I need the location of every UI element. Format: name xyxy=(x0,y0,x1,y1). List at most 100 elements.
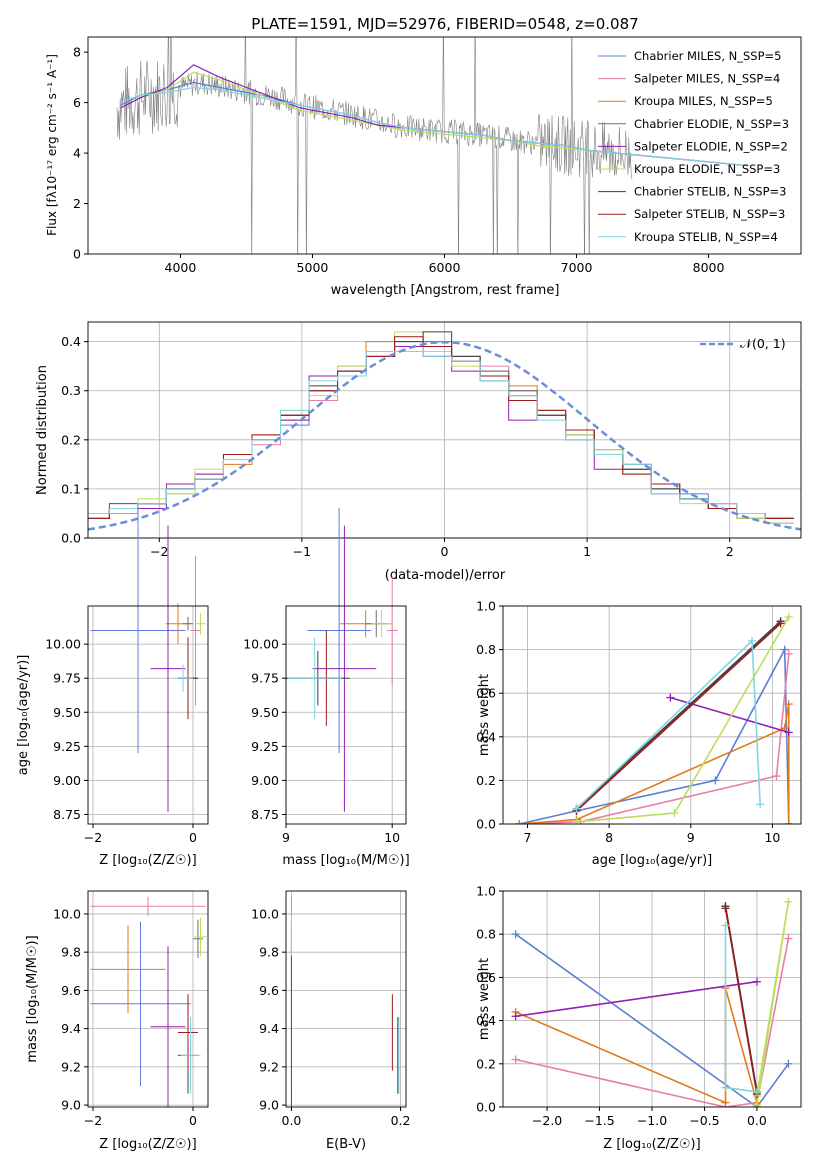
mass-weight-line xyxy=(576,616,790,823)
y-tick-label: 9.2 xyxy=(61,1059,81,1074)
x-tick-label: 5000 xyxy=(297,260,329,275)
mass-z-xlabel: Z [log₁₀(Z/Z☉)] xyxy=(99,1137,196,1152)
y-tick-label: 9.50 xyxy=(53,705,81,720)
legend-label: Kroupa ELODIE, N_SSP=3 xyxy=(634,162,780,176)
x-tick-label: −2 xyxy=(150,544,168,559)
mass-weight-line xyxy=(515,980,758,1018)
y-tick-label: 1.0 xyxy=(476,884,496,899)
mass-z-frame xyxy=(87,890,209,1108)
model-spectrum-line xyxy=(120,86,749,167)
age-mass-xlabel: mass [log₁₀(M/M☉)] xyxy=(282,853,409,868)
mw-z-ylabel: mass weight xyxy=(477,958,492,1040)
mass-weight-line xyxy=(575,620,782,810)
y-tick-label: 0.3 xyxy=(61,383,81,398)
mw-age-xlabel: age [log₁₀(age/yr)] xyxy=(592,853,713,868)
spectrum-lines xyxy=(116,37,749,254)
mass-weight-line xyxy=(575,622,782,812)
mass-weight-line xyxy=(519,653,790,824)
y-tick-label: 0.4 xyxy=(476,1013,496,1028)
x-tick-label: −2 xyxy=(84,1113,102,1128)
age-z-ylabel: age [log₁₀(age/yr)] xyxy=(16,655,31,776)
y-tick-label: 0.8 xyxy=(476,927,496,942)
hist-step-series xyxy=(88,341,794,524)
y-tick-label: 9.8 xyxy=(259,945,279,960)
mw-age-ylabel: mass weight xyxy=(477,674,492,756)
x-tick-label: 8000 xyxy=(693,260,725,275)
y-tick-label: 2 xyxy=(73,196,81,211)
x-tick-label: −1 xyxy=(293,544,311,559)
x-tick-label: 0 xyxy=(189,1113,197,1128)
observed-spectrum xyxy=(116,37,633,254)
x-tick-label: 10 xyxy=(764,830,780,845)
age-z-frame xyxy=(87,605,209,825)
y-tick-label: 9.6 xyxy=(259,983,279,998)
x-tick-label: 0.0 xyxy=(747,1113,767,1128)
mass-ebv-xlabel: E(B-V) xyxy=(326,1137,366,1152)
y-tick-label: 0.8 xyxy=(476,642,496,657)
age-vs-z-panel: −2 0 8.75 9.00 9.25 9.50 9.75 10.00 Z [log₁₀(Z/… xyxy=(16,507,209,868)
y-tick-label: 8.75 xyxy=(251,807,279,822)
y-tick-label: 9.0 xyxy=(61,1098,81,1113)
y-tick-label: 0.6 xyxy=(476,970,496,985)
y-tick-label: 10.0 xyxy=(251,906,279,921)
x-tick-label: 4000 xyxy=(165,260,197,275)
histogram-xlabel: (data-model)/error xyxy=(385,568,506,583)
legend-label: Kroupa MILES, N_SSP=5 xyxy=(634,94,773,108)
hist-step-series xyxy=(88,350,794,524)
x-tick-label: 6000 xyxy=(429,260,461,275)
legend-label: Salpeter ELODIE, N_SSP=2 xyxy=(634,139,788,153)
x-tick-label: 7 xyxy=(524,830,532,845)
mw-z-xlabel: Z [log₁₀(Z/Z☉)] xyxy=(603,1137,700,1152)
y-tick-label: 1.0 xyxy=(476,599,496,614)
mw-lines xyxy=(511,897,793,1107)
y-tick-label: 0.6 xyxy=(476,686,496,701)
spectrum-panel: 4000 5000 6000 7000 8000 0 2 4 6 8 wavelength [An… xyxy=(45,36,802,298)
y-tick-label: 9.75 xyxy=(251,671,279,686)
legend-label: Salpeter MILES, N_SSP=4 xyxy=(634,72,780,86)
x-tick-label: 2 xyxy=(726,544,734,559)
x-tick-label: 1 xyxy=(583,544,591,559)
mass-weight-vs-age-panel: 7 8 9 10 0.0 0.2 0.4 0.6 0.8 1.0 age [log₁₀(age/y… xyxy=(476,599,802,868)
gauss-legend-label: 𝒩(0, 1) xyxy=(740,336,786,351)
x-tick-label: 7000 xyxy=(561,260,593,275)
spectrum-xlabel: wavelength [Angstrom, rest frame] xyxy=(331,283,560,298)
mw-age-frame xyxy=(502,605,802,825)
y-tick-label: 9.8 xyxy=(61,945,81,960)
legend-label: Chabrier MILES, N_SSP=5 xyxy=(634,49,781,63)
y-tick-label: 9.6 xyxy=(61,983,81,998)
legend-label: Chabrier ELODIE, N_SSP=3 xyxy=(634,117,789,131)
y-tick-label: 6 xyxy=(73,95,81,110)
y-tick-label: 10.00 xyxy=(45,637,81,652)
x-tick-label: −2 xyxy=(84,830,102,845)
y-tick-label: 9.0 xyxy=(259,1098,279,1113)
y-tick-label: 0.0 xyxy=(61,531,81,546)
mass-weight-line xyxy=(724,908,758,1095)
y-tick-label: 9.4 xyxy=(61,1021,81,1036)
y-tick-label: 9.00 xyxy=(53,773,81,788)
y-tick-label: 0.2 xyxy=(61,432,81,447)
mass-weight-vs-z-panel: −2.0 −1.5 −1.0 −0.5 0.0 0.0 0.2 0.4 0.6 0.8 1.0 Z … xyxy=(476,884,802,1152)
y-tick-label: 9.00 xyxy=(251,773,279,788)
mass-ebv-frame xyxy=(285,890,407,1108)
y-tick-label: 10.0 xyxy=(53,906,81,921)
age-z-xlabel: Z [log₁₀(Z/Z☉)] xyxy=(99,853,196,868)
mw-lines xyxy=(515,612,793,824)
y-tick-label: 0.2 xyxy=(476,773,496,788)
legend-label: Kroupa STELIB, N_SSP=4 xyxy=(634,230,778,244)
mass-weight-line xyxy=(515,938,790,1107)
histogram-ylabel: Normed distribution xyxy=(35,365,50,495)
mass-weight-line xyxy=(756,901,790,1105)
y-tick-label: 0.2 xyxy=(476,1056,496,1071)
legend-label: Chabrier STELIB, N_SSP=3 xyxy=(634,185,786,199)
x-tick-label: 0 xyxy=(189,830,197,845)
mass-weight-line xyxy=(519,703,790,824)
x-tick-label: 0 xyxy=(441,544,449,559)
y-tick-label: 9.25 xyxy=(53,739,81,754)
x-tick-label: 9 xyxy=(687,830,695,845)
y-tick-label: 9.4 xyxy=(259,1021,279,1036)
x-tick-label: 9 xyxy=(282,830,290,845)
age-vs-mass-panel: 9 10 8.75 9.00 9.25 9.50 9.75 10.00 mass [log₁₀… xyxy=(243,507,410,868)
x-tick-label: 0.0 xyxy=(282,1113,302,1128)
y-tick-label: 0.1 xyxy=(61,481,81,496)
